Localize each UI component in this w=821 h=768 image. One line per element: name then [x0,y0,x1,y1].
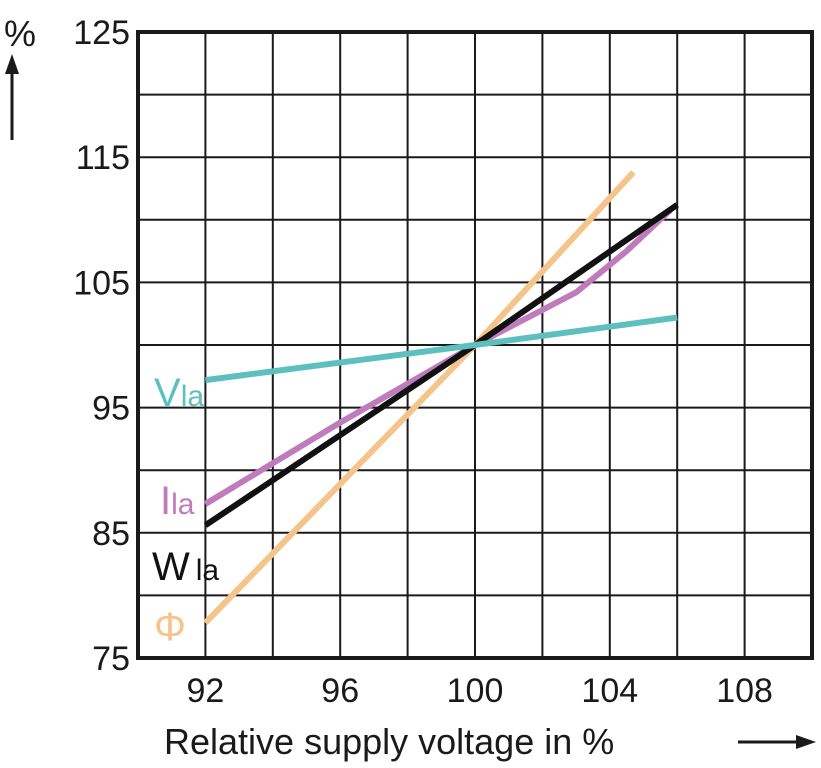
series-labels: Φ Ila W la Vla [152,371,219,649]
y-axis-arrow-icon [5,54,19,140]
x-tick-label: 108 [716,672,773,710]
x-axis-label: Relative supply voltage in % [164,721,614,762]
y-axis-label: % [4,13,36,54]
series-lines [203,170,679,625]
series-label-phi: Φ [154,605,186,649]
tick-labels: 92 96 100 104 108 75 85 95 105 115 125 [73,14,773,710]
series-line-phi [203,170,636,625]
series-label-ila: Ila [160,479,195,523]
y-tick-label: 95 [92,390,130,428]
x-tick-label: 96 [321,672,359,710]
y-tick-label: 125 [73,14,130,52]
series-line-vla [205,314,678,384]
x-tick-label: 104 [581,672,638,710]
y-tick-label: 75 [92,640,130,678]
x-tick-label: 92 [186,672,224,710]
y-tick-label: 85 [92,515,130,553]
series-line-wla [203,202,679,528]
y-tick-label: 105 [73,264,130,302]
y-tick-label: 115 [76,139,130,177]
x-axis-arrow-icon [738,735,816,749]
series-line-ila [203,207,673,507]
x-tick-label: 100 [447,672,504,710]
series-label-vla: Vla [154,371,204,415]
plot-frame [136,30,814,660]
